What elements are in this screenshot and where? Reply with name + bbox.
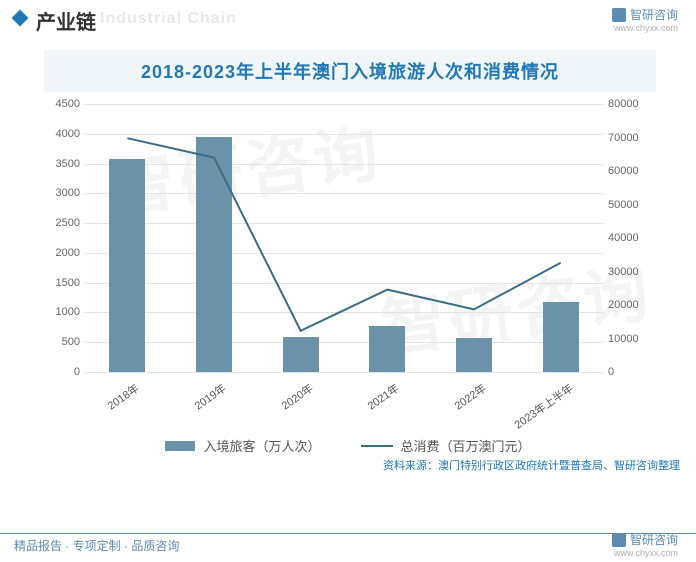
brand-name: 智研咨询 [630,6,678,23]
x-tick-label: 2022年 [451,380,489,413]
x-tick-label: 2018年 [104,380,142,413]
brand-url: www.chyxx.com [612,23,678,33]
brand-logo-icon [612,8,626,22]
footer-divider [0,533,696,534]
y-right-tick-label: 20000 [608,299,652,311]
legend-item-line: 总消费（百万澳门元） [361,436,531,455]
y-right-tick-label: 40000 [608,232,652,244]
diamond-bullet-icon [12,10,29,27]
y-left-tick-label: 4000 [44,128,80,140]
y-right-tick-label: 30000 [608,266,652,278]
line-series [127,138,560,331]
x-tick-label: 2021年 [364,380,402,413]
chart-area: 0 500 1000 1500 2000 2500 3000 3500 4000 4500 0 10… [44,98,652,428]
y-left-tick-label: 0 [44,366,80,378]
y-right-tick-label: 0 [608,366,652,378]
brand-block-top: 智研咨询 www.chyxx.com [612,6,678,33]
y-right-tick-label: 50000 [608,199,652,211]
y-left-tick-label: 2000 [44,247,80,259]
legend-label-line: 总消费（百万澳门元） [401,436,531,455]
y-left-tick-label: 4500 [44,98,80,110]
y-right-tick-label: 60000 [608,165,652,177]
y-left-tick-label: 3500 [44,158,80,170]
header: Industrial Chain 产业链 智研咨询 www.chyxx.com [0,0,696,40]
brand-name-footer: 智研咨询 [630,531,678,548]
brand-url-footer: www.chyxx.com [612,548,678,558]
section-title-en: Industrial Chain [100,10,237,28]
legend-swatch-line [361,445,393,447]
y-left-tick-label: 500 [44,336,80,348]
grid-line [84,372,604,373]
source-text: 资料来源：澳门特别行政区政府统计暨普查局、智研咨询整理 [0,457,680,473]
y-right-tick-label: 70000 [608,132,652,144]
y-left-tick-label: 1000 [44,306,80,318]
legend: 入境旅客（万人次） 总消费（百万澳门元） [0,436,696,455]
y-left-tick-label: 1500 [44,277,80,289]
y-right-tick-label: 80000 [608,98,652,110]
y-right-tick-label: 10000 [608,333,652,345]
y-left-tick-label: 3000 [44,187,80,199]
footer-text: 精品报告 · 专项定制 · 品质咨询 [14,537,179,554]
legend-item-bar: 入境旅客（万人次） [165,436,320,455]
x-tick-label: 2019年 [191,380,229,413]
chart-title: 2018-2023年上半年澳门入境旅游人次和消费情况 [44,50,656,92]
x-tick-label: 2023年上半年 [511,380,576,432]
brand-logo-icon [612,533,626,547]
x-tick-label: 2020年 [278,380,316,413]
legend-label-bar: 入境旅客（万人次） [203,436,320,455]
page-container: Industrial Chain 产业链 智研咨询 www.chyxx.com … [0,0,696,562]
y-left-tick-label: 2500 [44,217,80,229]
section-title: 产业链 [36,6,96,35]
brand-block-bottom: 智研咨询 www.chyxx.com [612,531,678,558]
legend-swatch-bar [165,441,195,451]
